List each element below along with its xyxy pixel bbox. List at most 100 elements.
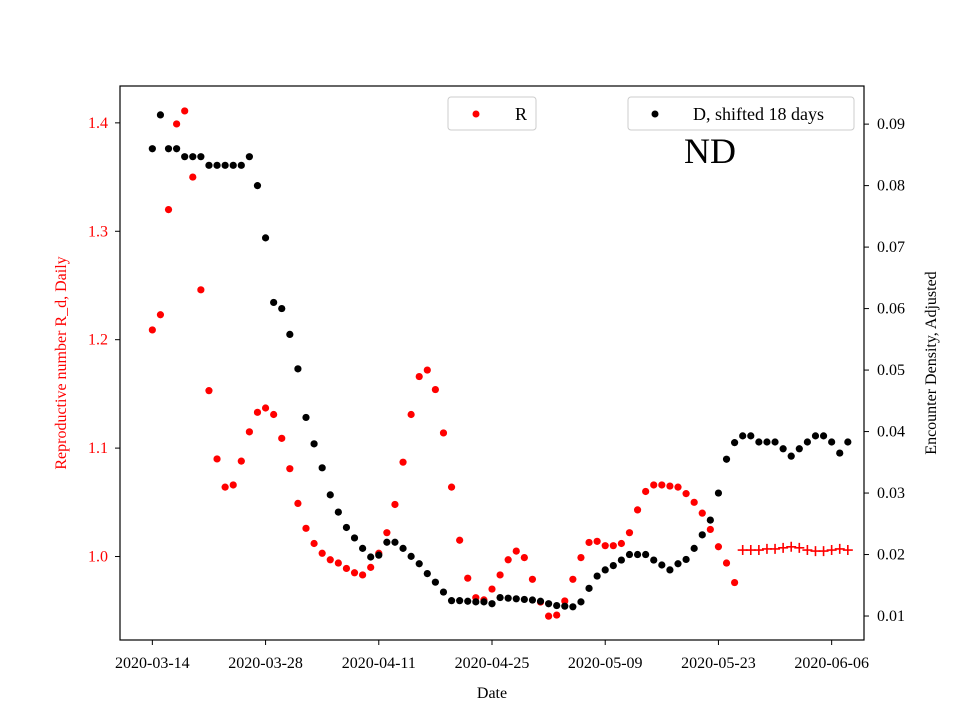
y-left-tick-label: 1.2 — [88, 332, 108, 349]
y-left-tick-label: 1.3 — [88, 223, 108, 240]
data-point — [472, 598, 480, 606]
data-point — [383, 538, 391, 546]
data-point — [391, 538, 399, 546]
data-point — [811, 432, 820, 440]
data-point — [270, 410, 278, 419]
data-point — [205, 161, 213, 169]
data-point — [496, 593, 504, 602]
data-point — [439, 588, 448, 596]
data-point — [779, 445, 787, 453]
data-point — [270, 298, 278, 307]
x-tick-label: 2020-05-23 — [681, 655, 756, 672]
y-right-tick-label: 0.07 — [877, 239, 905, 256]
data-point — [261, 404, 270, 412]
data-point — [520, 554, 528, 562]
data-point — [456, 536, 464, 544]
data-point — [326, 556, 334, 564]
data-point — [318, 549, 326, 557]
y-right-tick-label: 0.05 — [877, 362, 905, 379]
data-point — [504, 556, 512, 564]
data-point — [722, 559, 731, 567]
data-point — [407, 552, 415, 560]
data-point — [164, 145, 173, 153]
data-point — [286, 465, 294, 473]
data-point — [213, 161, 221, 169]
data-point-plus — [770, 543, 781, 554]
data-point — [302, 413, 310, 422]
data-point — [294, 499, 302, 507]
data-point — [359, 571, 367, 579]
data-point — [795, 445, 803, 453]
data-point — [367, 553, 375, 561]
data-point — [245, 153, 253, 161]
data-point — [585, 538, 593, 547]
y-axis-right: 0.01 0.02 0.03 0.04 0.05 0.06 0.07 0.08 0.09 — [864, 116, 905, 625]
data-point — [334, 508, 342, 516]
x-axis: 2020-03-14 2020-03-28 2020-04-11 2020-04-25… — [115, 640, 869, 672]
data-point — [698, 531, 706, 539]
data-point — [496, 571, 504, 579]
data-point — [763, 438, 771, 446]
data-point — [731, 578, 739, 587]
data-point — [173, 145, 181, 153]
data-point — [245, 428, 253, 436]
data-point — [609, 562, 617, 570]
data-point — [690, 544, 698, 552]
data-point — [391, 500, 399, 509]
data-point-plus — [842, 545, 853, 556]
legend-r-frame — [447, 96, 537, 131]
data-point — [278, 304, 286, 313]
data-point — [536, 597, 545, 605]
data-point — [423, 569, 431, 578]
y-right-tick-label: 0.06 — [877, 301, 905, 318]
y-right-tick-label: 0.01 — [877, 608, 905, 625]
legend-d: D, shifted 18 days — [627, 96, 855, 131]
data-point — [617, 539, 625, 548]
data-point — [545, 600, 553, 608]
data-point — [237, 457, 245, 465]
data-point — [164, 205, 173, 214]
data-point — [601, 542, 609, 550]
data-point — [488, 600, 496, 608]
data-point — [326, 491, 334, 499]
data-point — [504, 594, 512, 602]
data-point — [294, 365, 302, 373]
data-point — [415, 372, 423, 381]
data-point-plus — [802, 545, 813, 556]
data-point — [633, 506, 642, 514]
data-point — [148, 145, 156, 153]
data-point — [714, 489, 723, 497]
series-0 — [148, 107, 739, 620]
series-2 — [148, 111, 852, 611]
data-marks — [148, 107, 853, 620]
data-point — [342, 564, 351, 573]
data-point — [828, 438, 836, 446]
data-point — [714, 543, 723, 551]
data-point-plus — [778, 542, 789, 553]
data-point — [197, 153, 205, 161]
data-point — [205, 387, 213, 395]
y-right-tick-label: 0.02 — [877, 547, 905, 564]
data-point — [181, 153, 189, 161]
data-point — [431, 578, 439, 586]
data-point — [650, 481, 658, 489]
data-point — [383, 529, 391, 537]
data-point — [359, 544, 367, 552]
data-point — [447, 483, 456, 491]
data-point — [415, 560, 423, 568]
x-tick-label: 2020-04-11 — [342, 655, 416, 672]
data-point — [666, 566, 674, 574]
data-point — [189, 153, 197, 161]
x-tick-label: 2020-06-06 — [794, 655, 869, 672]
data-point — [593, 572, 601, 580]
data-point — [310, 539, 318, 548]
data-point — [561, 602, 569, 610]
y-right-tick-label: 0.09 — [877, 116, 905, 133]
data-point — [577, 554, 585, 562]
data-point — [181, 107, 189, 115]
data-point — [617, 556, 625, 564]
data-point — [407, 410, 415, 419]
data-point — [367, 563, 375, 571]
data-point — [836, 449, 844, 457]
y-right-tick-label: 0.04 — [877, 424, 905, 441]
